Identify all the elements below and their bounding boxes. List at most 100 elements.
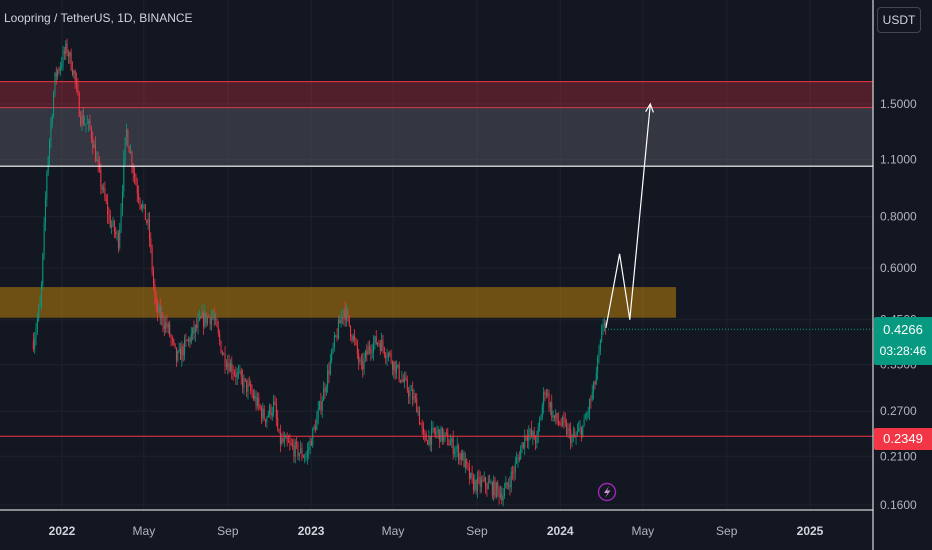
candle-body [602, 325, 604, 331]
candle-body [250, 384, 252, 391]
candle-body [572, 434, 574, 437]
candle-body [454, 451, 456, 455]
candle-body [579, 427, 581, 429]
candle-body [374, 336, 376, 343]
candle-body [275, 404, 277, 419]
candle-body [555, 413, 557, 418]
candle-body [417, 410, 419, 413]
candle-body [333, 335, 335, 347]
candle-body [557, 420, 559, 423]
candle-body [209, 317, 211, 325]
candle-body [584, 418, 586, 420]
candle-body [590, 399, 592, 401]
candle-body [471, 472, 473, 478]
candle-body [111, 225, 113, 228]
candle-body [300, 448, 302, 454]
candle-body [294, 441, 296, 457]
candle-body [381, 340, 383, 352]
candle-body [198, 317, 200, 320]
candle-body [358, 353, 360, 362]
candle-body [447, 433, 449, 445]
candle-body [256, 397, 258, 406]
candle-body [224, 353, 226, 366]
candle-body [120, 208, 122, 230]
candle-body [212, 315, 214, 317]
candle-body [132, 167, 134, 173]
flash-marker-icon[interactable] [597, 482, 617, 502]
candle-body [564, 420, 566, 424]
candle-body [397, 364, 399, 367]
candle-body [85, 123, 87, 125]
candle-body [328, 370, 330, 375]
x-tick-label: 2023 [298, 524, 325, 538]
x-tick-label: Sep [217, 524, 239, 538]
candle-body [200, 317, 202, 319]
y-tick-label: 0.8000 [880, 210, 917, 224]
candle-body [166, 322, 168, 328]
candle-body [382, 340, 384, 348]
candle-body [548, 393, 550, 408]
x-tick-label: 2022 [49, 524, 76, 538]
candle-body [393, 361, 395, 370]
candle-body [424, 433, 426, 435]
candle-body [177, 351, 179, 361]
candle-body [265, 419, 267, 423]
exchange-name: BINANCE [139, 11, 193, 25]
lightning-icon [604, 486, 611, 498]
candle-body [505, 482, 507, 489]
price-levels [0, 165, 873, 437]
candle-body [383, 347, 385, 355]
chart-interval: 1D [117, 11, 133, 25]
candle-body [346, 310, 348, 321]
candle-body [309, 440, 311, 449]
candle-body [583, 419, 585, 426]
candle-body [34, 338, 36, 350]
candle-body [597, 358, 599, 373]
candle-body [420, 423, 422, 425]
candle-body [343, 309, 345, 318]
candle-body [243, 378, 245, 388]
candle-body [121, 191, 123, 209]
candle-body [556, 413, 558, 421]
candle-body [485, 477, 487, 486]
candle-body [155, 297, 157, 304]
candle-body [262, 408, 264, 419]
candle-body [598, 350, 600, 359]
candle-body [495, 482, 497, 497]
candle-body [38, 307, 40, 319]
candle-body [140, 204, 142, 209]
candle-body [169, 323, 171, 336]
candle-body [516, 459, 518, 464]
candle-body [440, 427, 442, 443]
candle-body [603, 322, 605, 326]
current-price-tag: 0.4266 03:28:46 [874, 317, 932, 365]
currency-button[interactable]: USDT [877, 7, 921, 33]
candle-body [93, 144, 95, 148]
candle-body [215, 318, 217, 320]
candle-body [55, 72, 57, 77]
candle-body [344, 309, 346, 321]
x-tick-label: May [133, 524, 156, 538]
candle-body [163, 324, 165, 329]
candle-body [464, 458, 466, 468]
candle-body [59, 66, 61, 71]
candle-body [104, 187, 106, 198]
candle-body [194, 325, 196, 334]
candle-body [418, 410, 420, 424]
candle-body [247, 383, 249, 392]
candle-body [259, 405, 261, 409]
zone-resistance [0, 287, 676, 318]
candle-body [89, 120, 91, 128]
candle-body [107, 202, 109, 215]
candle-body [220, 341, 222, 354]
candle-body [69, 52, 71, 57]
candle-body [162, 314, 164, 325]
candle-body [182, 346, 184, 356]
candle-body [321, 400, 323, 411]
candle-body [50, 123, 52, 141]
candle-body [84, 123, 86, 125]
candle-body [582, 425, 584, 437]
candle-body [43, 222, 45, 254]
candle-body [103, 187, 105, 190]
